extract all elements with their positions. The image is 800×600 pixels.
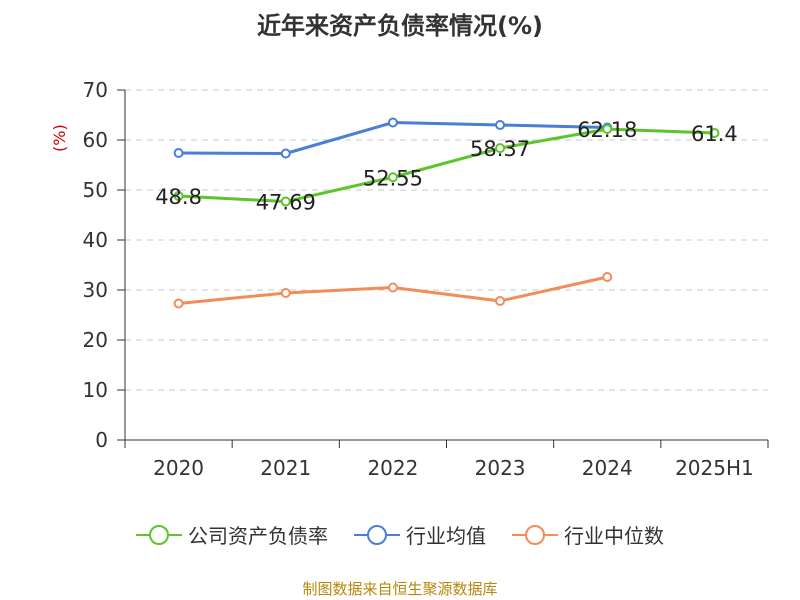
legend-item-industry-mean[interactable]: 行业均值 (354, 520, 486, 549)
chart-title: 近年来资产负债率情况(%) (257, 12, 543, 40)
legend: 公司资产负债率 行业均值 行业中位数 (0, 520, 800, 549)
legend-label-industry-median: 行业中位数 (564, 524, 664, 548)
legend-swatch-company (136, 523, 182, 547)
data-point-industry-mean (387, 117, 398, 128)
x-tick-label: 2020 (153, 456, 204, 480)
legend-swatch-industry-mean (354, 523, 400, 547)
data-point-company (495, 143, 506, 154)
data-label: 58.37 (470, 137, 530, 161)
data-label: 61.4 (691, 122, 738, 146)
data-point-company (280, 196, 291, 207)
data-label: 62.18 (577, 118, 637, 142)
y-tick-label: 60 (83, 128, 108, 152)
data-label: 52.55 (363, 166, 423, 190)
legend-swatch-industry-median (512, 523, 558, 547)
x-tick-label: 2024 (582, 456, 633, 480)
x-tick-label: 2023 (475, 456, 526, 480)
data-point-industry-median (173, 298, 184, 309)
data-label: 47.69 (256, 191, 316, 215)
y-tick-label: 50 (83, 178, 108, 202)
legend-item-industry-median[interactable]: 行业中位数 (512, 520, 664, 549)
data-source-note: 制图数据来自恒生聚源数据库 (302, 580, 498, 598)
data-point-industry-median (387, 282, 398, 293)
y-tick-label: 0 (95, 428, 108, 452)
data-point-industry-mean (173, 148, 184, 158)
x-tick-label: 2022 (367, 456, 418, 480)
data-label: 48.8 (155, 185, 202, 209)
legend-label-company: 公司资产负债率 (188, 524, 328, 548)
y-tick-label: 70 (83, 78, 108, 102)
series-line-company (178, 127, 715, 204)
legend-label-industry-mean: 行业均值 (406, 524, 486, 548)
y-tick-label: 40 (83, 228, 108, 252)
data-point-company (173, 191, 184, 201)
y-tick-label: 10 (83, 378, 108, 402)
data-point-industry-mean (495, 120, 506, 130)
data-point-industry-median (602, 272, 613, 282)
y-tick-label: 30 (83, 278, 108, 302)
data-point-industry-median (280, 288, 291, 298)
legend-item-company[interactable]: 公司资产负债率 (136, 520, 328, 549)
data-point-company (709, 128, 720, 138)
x-tick-label: 2025H1 (675, 456, 754, 480)
y-tick-label: 20 (83, 328, 108, 352)
x-tick-label: 2021 (260, 456, 311, 480)
data-point-industry-median (495, 296, 506, 306)
data-point-company (387, 172, 398, 183)
data-point-industry-mean (280, 148, 291, 159)
data-point-company (602, 124, 613, 135)
